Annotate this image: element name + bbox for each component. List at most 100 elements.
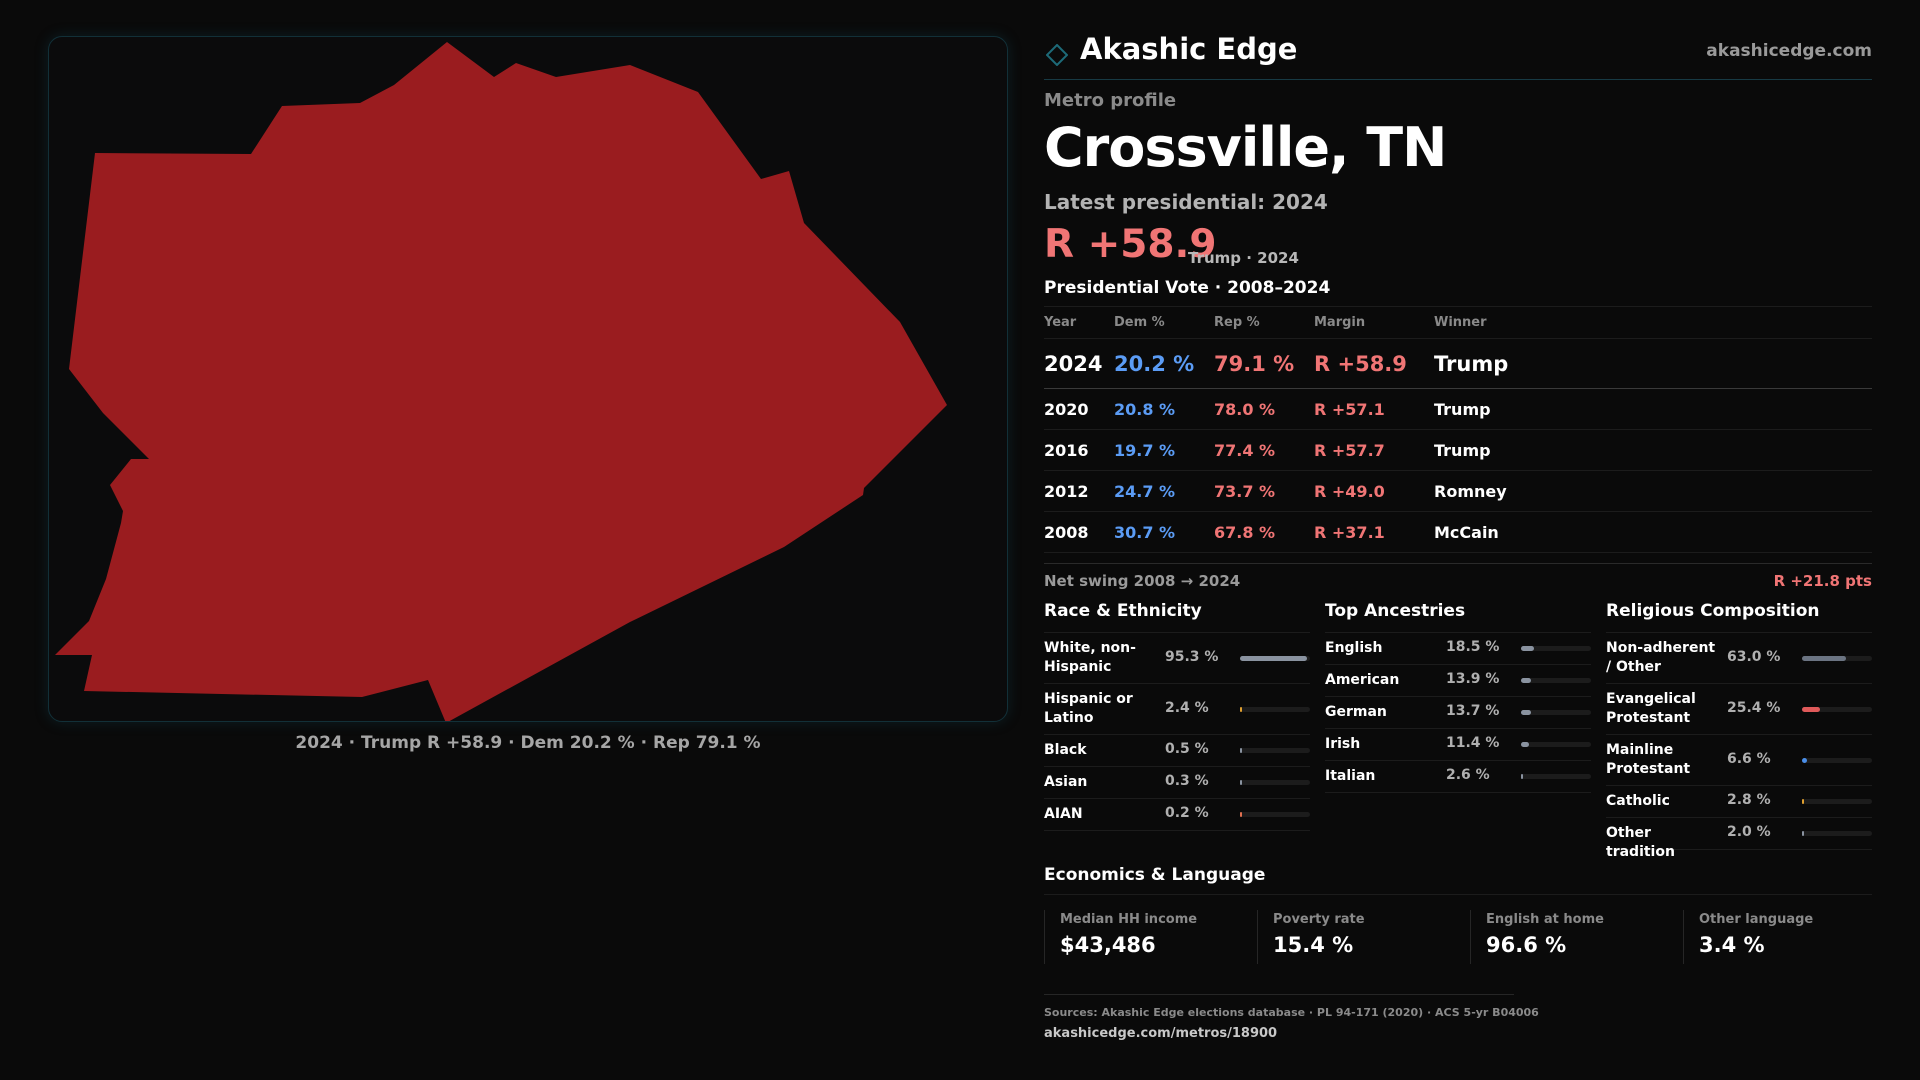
row-label: Non-adherent / Other bbox=[1606, 640, 1716, 675]
vote-rep: 79.1 % bbox=[1214, 338, 1314, 389]
row-label: AIAN bbox=[1044, 806, 1083, 822]
bar-fill bbox=[1521, 774, 1523, 779]
vote-rep: 67.8 % bbox=[1214, 511, 1314, 553]
latest-margin: R +58.9 bbox=[1044, 222, 1217, 267]
net-swing-value: R +21.8 pts bbox=[1773, 572, 1872, 590]
section-title: Religious Composition bbox=[1606, 601, 1872, 633]
row-value: 6.6 % bbox=[1727, 751, 1771, 767]
stat-label: Poverty rate bbox=[1273, 912, 1365, 927]
row-label: Mainline Protestant bbox=[1606, 742, 1691, 777]
vote-margin: R +57.1 bbox=[1314, 388, 1434, 430]
footer-url-link[interactable]: akashicedge.com/metros/18900 bbox=[1044, 1026, 1278, 1041]
vote-year: 2008 bbox=[1044, 511, 1114, 553]
vote-rep: 78.0 % bbox=[1214, 388, 1314, 430]
stat-label: Other language bbox=[1699, 912, 1814, 927]
vote-winner: Trump bbox=[1434, 388, 1872, 430]
vote-row: 2016 19.7 % 77.4 % R +57.7 Trump bbox=[1044, 429, 1872, 471]
religion-row: Non-adherent / Other 63.0 % bbox=[1606, 633, 1872, 684]
diamond-outline-icon bbox=[1045, 43, 1069, 67]
map-caption: 2024 · Trump R +58.9 · Dem 20.2 % · Rep … bbox=[295, 733, 761, 753]
bar-fill bbox=[1802, 831, 1804, 836]
ancestry-row: German 13.7 % bbox=[1325, 697, 1591, 729]
net-swing-label: Net swing 2008 → 2024 bbox=[1044, 572, 1241, 590]
bar-track bbox=[1802, 758, 1872, 763]
vote-rep: 77.4 % bbox=[1214, 429, 1314, 471]
latest-presidential-label: Latest presidential: 2024 bbox=[1044, 190, 1328, 214]
vote-year: 2012 bbox=[1044, 470, 1114, 512]
bar-track bbox=[1240, 812, 1310, 817]
row-value: 11.4 % bbox=[1446, 735, 1500, 751]
vote-row: 2012 24.7 % 73.7 % R +49.0 Romney bbox=[1044, 470, 1872, 512]
row-value: 0.3 % bbox=[1165, 773, 1209, 789]
bar-track bbox=[1802, 656, 1872, 661]
stat-other-language: Other language 3.4 % bbox=[1683, 910, 1873, 964]
county-shape[interactable] bbox=[55, 42, 947, 722]
site-link[interactable]: akashicedge.com bbox=[1706, 41, 1872, 61]
stat-value: 15.4 % bbox=[1273, 933, 1354, 957]
section-title: Top Ancestries bbox=[1325, 601, 1591, 633]
vote-margin: R +37.1 bbox=[1314, 511, 1434, 553]
bar-track bbox=[1521, 742, 1591, 747]
row-label: Asian bbox=[1044, 774, 1088, 790]
row-value: 13.9 % bbox=[1446, 671, 1500, 687]
col-year: Year bbox=[1044, 306, 1114, 339]
row-label: Hispanic or Latino bbox=[1044, 691, 1133, 726]
vote-winner: McCain bbox=[1434, 511, 1872, 553]
race-row: Black 0.5 % bbox=[1044, 735, 1310, 767]
bar-fill bbox=[1521, 742, 1529, 747]
row-value: 2.4 % bbox=[1165, 700, 1209, 716]
vote-dem: 30.7 % bbox=[1114, 511, 1214, 553]
stat-value: $43,486 bbox=[1060, 933, 1156, 957]
religion-row: Mainline Protestant 6.6 % bbox=[1606, 735, 1872, 786]
bar-track bbox=[1802, 799, 1872, 804]
profile-panel: Akashic Edge akashicedge.com Metro profi… bbox=[1044, 0, 1872, 1080]
bar-fill bbox=[1240, 748, 1242, 753]
col-dem: Dem % bbox=[1114, 306, 1214, 339]
ancestry-row: Italian 2.6 % bbox=[1325, 761, 1591, 793]
vote-year: 2016 bbox=[1044, 429, 1114, 471]
bar-fill bbox=[1240, 707, 1242, 712]
vote-table-header: Year Dem % Rep % Margin Winner bbox=[1044, 306, 1872, 339]
race-row: Asian 0.3 % bbox=[1044, 767, 1310, 799]
economics-title: Economics & Language bbox=[1044, 865, 1266, 885]
bar-fill bbox=[1240, 780, 1242, 785]
bar-fill bbox=[1240, 812, 1242, 817]
vote-row: 2024 20.2 % 79.1 % R +58.9 Trump bbox=[1044, 338, 1872, 389]
vote-dem: 20.2 % bbox=[1114, 338, 1214, 389]
row-value: 0.5 % bbox=[1165, 741, 1209, 757]
county-shape-svg bbox=[55, 42, 947, 722]
row-value: 13.7 % bbox=[1446, 703, 1500, 719]
sources-note: Sources: Akashic Edge elections database… bbox=[1044, 1006, 1539, 1019]
section-title: Race & Ethnicity bbox=[1044, 601, 1310, 633]
vote-rep: 73.7 % bbox=[1214, 470, 1314, 512]
swing-divider bbox=[1044, 563, 1872, 564]
bar-fill bbox=[1802, 656, 1847, 661]
bar-track bbox=[1802, 707, 1872, 712]
row-value: 25.4 % bbox=[1727, 700, 1781, 716]
stat-value: 96.6 % bbox=[1486, 933, 1567, 957]
col-rep: Rep % bbox=[1214, 306, 1314, 339]
row-label: German bbox=[1325, 704, 1387, 720]
bar-track bbox=[1240, 748, 1310, 753]
vote-dem: 20.8 % bbox=[1114, 388, 1214, 430]
stat-median-income: Median HH income $43,486 bbox=[1044, 910, 1234, 964]
row-label: Catholic bbox=[1606, 793, 1670, 809]
vote-margin: R +57.7 bbox=[1314, 429, 1434, 471]
religion-section: Religious Composition Non-adherent / Oth… bbox=[1606, 601, 1872, 860]
race-row: White, non-Hispanic 95.3 % bbox=[1044, 633, 1310, 684]
row-label: White, non-Hispanic bbox=[1044, 640, 1136, 675]
row-label: English bbox=[1325, 640, 1383, 656]
bar-fill bbox=[1521, 678, 1531, 683]
county-map[interactable] bbox=[48, 36, 1008, 722]
vote-table: Year Dem % Rep % Margin Winner 2024 20.2… bbox=[1044, 306, 1872, 553]
brand-name[interactable]: Akashic Edge bbox=[1080, 32, 1298, 66]
col-winner: Winner bbox=[1434, 306, 1872, 339]
row-value: 2.8 % bbox=[1727, 792, 1771, 808]
race-row: AIAN 0.2 % bbox=[1044, 799, 1310, 831]
bar-fill bbox=[1802, 707, 1820, 712]
vote-table-title: Presidential Vote · 2008–2024 bbox=[1044, 278, 1331, 298]
ancestry-row: English 18.5 % bbox=[1325, 633, 1591, 665]
vote-margin: R +58.9 bbox=[1314, 338, 1434, 389]
vote-row: 2008 30.7 % 67.8 % R +37.1 McCain bbox=[1044, 511, 1872, 553]
footer-divider bbox=[1044, 994, 1514, 995]
